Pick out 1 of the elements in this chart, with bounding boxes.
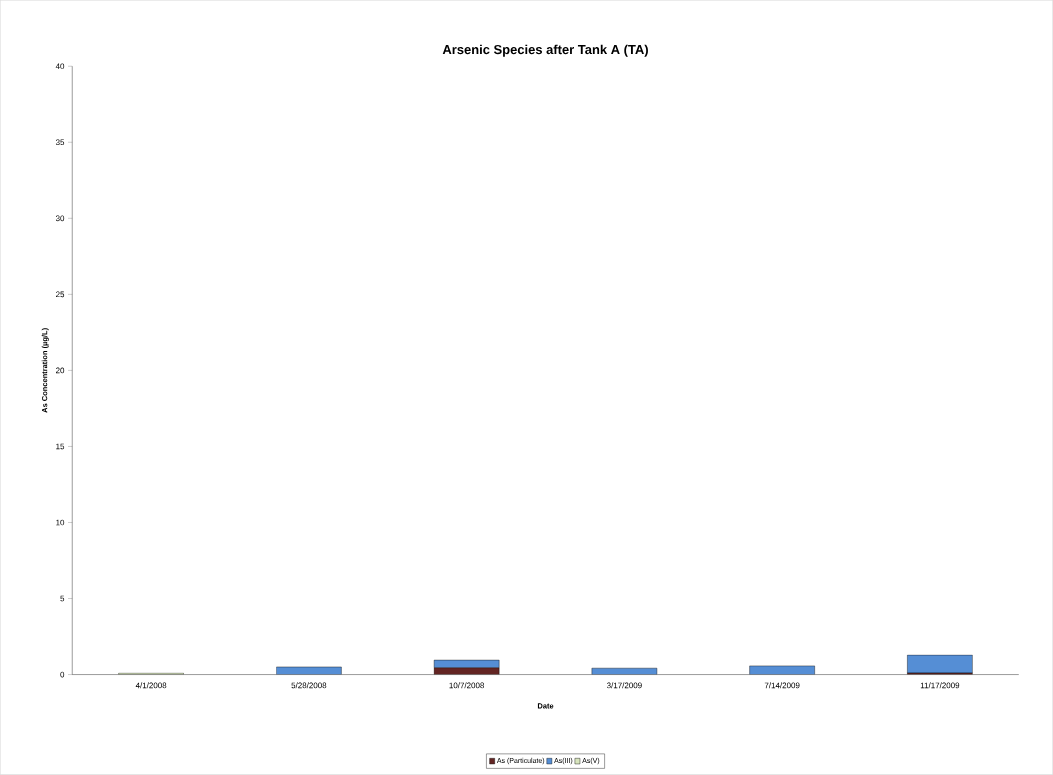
chart-title: Arsenic Species after Tank A (TA) [442, 44, 648, 57]
